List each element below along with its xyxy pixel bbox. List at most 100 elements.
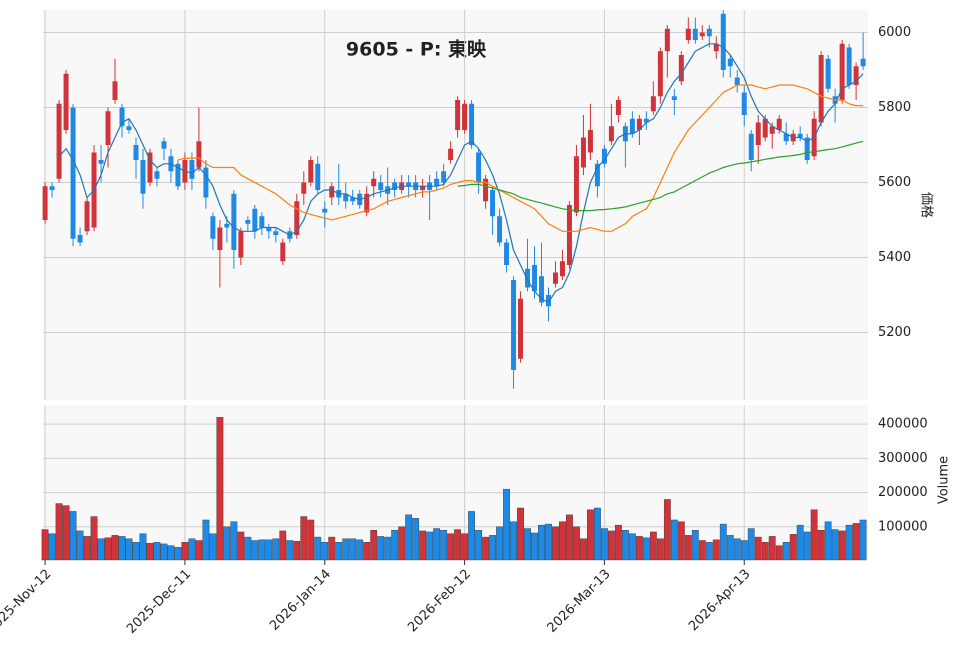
volume-bar (803, 531, 811, 561)
y-tick-label: 5800 (878, 100, 911, 115)
volume-bar (615, 524, 622, 561)
candle-body (860, 58, 866, 67)
volume-bar (153, 542, 161, 561)
candle-body (49, 186, 55, 190)
candle-body (63, 73, 69, 130)
volume-bar (580, 538, 587, 561)
volume-bar (845, 524, 853, 561)
volume-bar (719, 523, 727, 561)
volume-bar (517, 507, 524, 561)
volume-bar (188, 538, 196, 561)
volume-tick-label: 300000 (878, 451, 928, 466)
candle-body (804, 137, 810, 160)
volume-bar (740, 540, 748, 561)
volume-bar (663, 499, 671, 561)
volume-bar (377, 536, 385, 561)
volume-bar (55, 503, 63, 561)
candle-body (70, 107, 76, 239)
volume-bar (76, 530, 84, 561)
candle-body (839, 43, 845, 100)
candle-body (497, 216, 503, 243)
volume-bar (314, 536, 322, 561)
candle-body (650, 96, 656, 112)
candle-body (580, 137, 586, 168)
volume-bar (482, 536, 489, 561)
candle-body (203, 167, 209, 198)
candle-body (853, 66, 859, 85)
volume-bar (670, 519, 678, 561)
volume-bar (398, 526, 406, 561)
volume-bar (209, 533, 217, 561)
volume-bar (174, 547, 182, 561)
volume-bar (831, 529, 839, 561)
candle-body (797, 133, 803, 138)
volume-bar (328, 536, 336, 561)
volume-bar (440, 530, 448, 561)
y-tick-label: 5600 (878, 175, 911, 190)
volume-bar (761, 542, 769, 561)
candle-body (525, 268, 531, 288)
candle-body (105, 111, 111, 145)
candle-body (84, 201, 90, 232)
volume-bar (279, 530, 287, 561)
candle-body (56, 103, 62, 179)
volume-bar (594, 507, 601, 561)
candle-body (343, 193, 349, 202)
candle-body (846, 47, 852, 85)
candle-body (147, 152, 153, 183)
volume-bar (747, 528, 755, 561)
candle-body (776, 118, 782, 130)
volume-tick-label: 100000 (878, 519, 928, 534)
candle-body (685, 28, 691, 40)
candle-body (308, 160, 314, 183)
volume-bar (230, 521, 238, 561)
candle-body (231, 193, 237, 250)
volume-bar (419, 530, 427, 561)
volume-bar (321, 542, 329, 561)
candle-body (636, 118, 642, 130)
candle-body (294, 201, 300, 235)
volume-bar (167, 545, 175, 561)
candle-body (818, 55, 824, 123)
y-tick-label: 5400 (878, 250, 911, 265)
volume-bar (489, 535, 496, 561)
volume-bar (859, 519, 867, 561)
candle-body (643, 118, 649, 123)
candle-body (566, 205, 572, 265)
volume-bar (454, 529, 461, 561)
volume-bar (258, 539, 266, 561)
volume-tick-label: 400000 (878, 417, 928, 432)
candle-body (350, 197, 356, 202)
candle-body (783, 133, 789, 142)
candle-body (825, 58, 831, 89)
candle-body (462, 103, 468, 130)
volume-bar (251, 540, 259, 561)
volume-bar (349, 538, 357, 561)
candle-body (77, 235, 83, 243)
volume-bar (789, 534, 797, 561)
candle-body (371, 178, 377, 187)
volume-bar (370, 530, 378, 561)
candle-body (573, 156, 579, 213)
volume-bar (475, 530, 482, 561)
candle-body (455, 100, 461, 130)
volume-tick-label: 200000 (878, 485, 928, 500)
volume-bar (447, 533, 455, 561)
volume-bar (824, 521, 832, 561)
candle-body (238, 231, 244, 258)
volume-bar (573, 526, 580, 561)
x-tick-label: 2026-Apr-13 (686, 567, 753, 634)
volume-bar (461, 533, 468, 561)
volume-bar (293, 540, 301, 561)
candle-body (189, 160, 195, 179)
candle-body (755, 122, 761, 145)
candle-body (119, 107, 125, 127)
volume-bar (608, 530, 615, 561)
candle-body (559, 261, 565, 277)
candle-body (329, 186, 335, 198)
candle-body (538, 276, 544, 303)
volume-bar (41, 529, 49, 561)
volume-bar (160, 543, 168, 561)
volume-bar (642, 537, 650, 561)
volume-bar (559, 521, 566, 561)
